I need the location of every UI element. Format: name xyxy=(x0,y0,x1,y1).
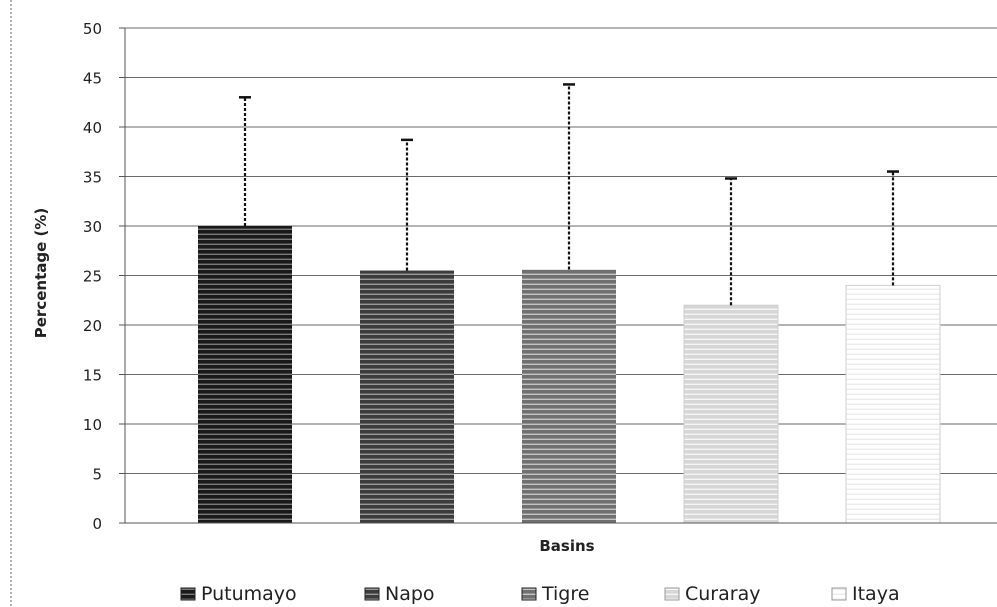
legend-label-curaray: Curaray xyxy=(685,583,760,605)
bar-tigre xyxy=(522,269,616,523)
error-bars xyxy=(239,83,899,306)
y-tick-labels: 0 5 10 15 20 25 30 35 40 45 50 xyxy=(83,20,102,533)
legend-swatch-itaya xyxy=(831,587,847,601)
legend-swatch-napo xyxy=(364,587,380,601)
x-axis-title: Basins xyxy=(539,537,594,555)
bar-curaray xyxy=(683,304,779,524)
y-tick-label: 0 xyxy=(92,515,102,533)
legend-swatch-curaray xyxy=(664,587,680,601)
bar-putumayo xyxy=(198,226,292,523)
y-tick-label: 30 xyxy=(83,218,102,236)
y-tick-label: 20 xyxy=(83,317,102,335)
legend-label-itaya: Itaya xyxy=(852,583,900,605)
y-tick-label: 25 xyxy=(83,268,102,286)
bar-napo xyxy=(360,270,454,523)
bars xyxy=(198,226,941,524)
y-tick-label: 35 xyxy=(83,169,102,187)
y-tick-label: 50 xyxy=(83,20,102,38)
y-axis-title: Percentage (%) xyxy=(32,208,50,338)
y-tick-label: 45 xyxy=(83,70,102,88)
legend-label-putumayo: Putumayo xyxy=(201,583,297,605)
y-tick-label: 15 xyxy=(83,367,102,385)
bar-itaya xyxy=(845,284,941,524)
legend-swatch-putumayo xyxy=(180,587,196,601)
legend: Putumayo Napo Tigre Curaray Itaya xyxy=(180,583,900,605)
y-tick-label: 10 xyxy=(83,416,102,434)
legend-label-napo: Napo xyxy=(385,583,435,605)
y-tick-label: 40 xyxy=(83,119,102,137)
legend-swatch-tigre xyxy=(521,587,537,601)
legend-label-tigre: Tigre xyxy=(541,583,589,605)
y-tick-label: 5 xyxy=(92,466,102,484)
